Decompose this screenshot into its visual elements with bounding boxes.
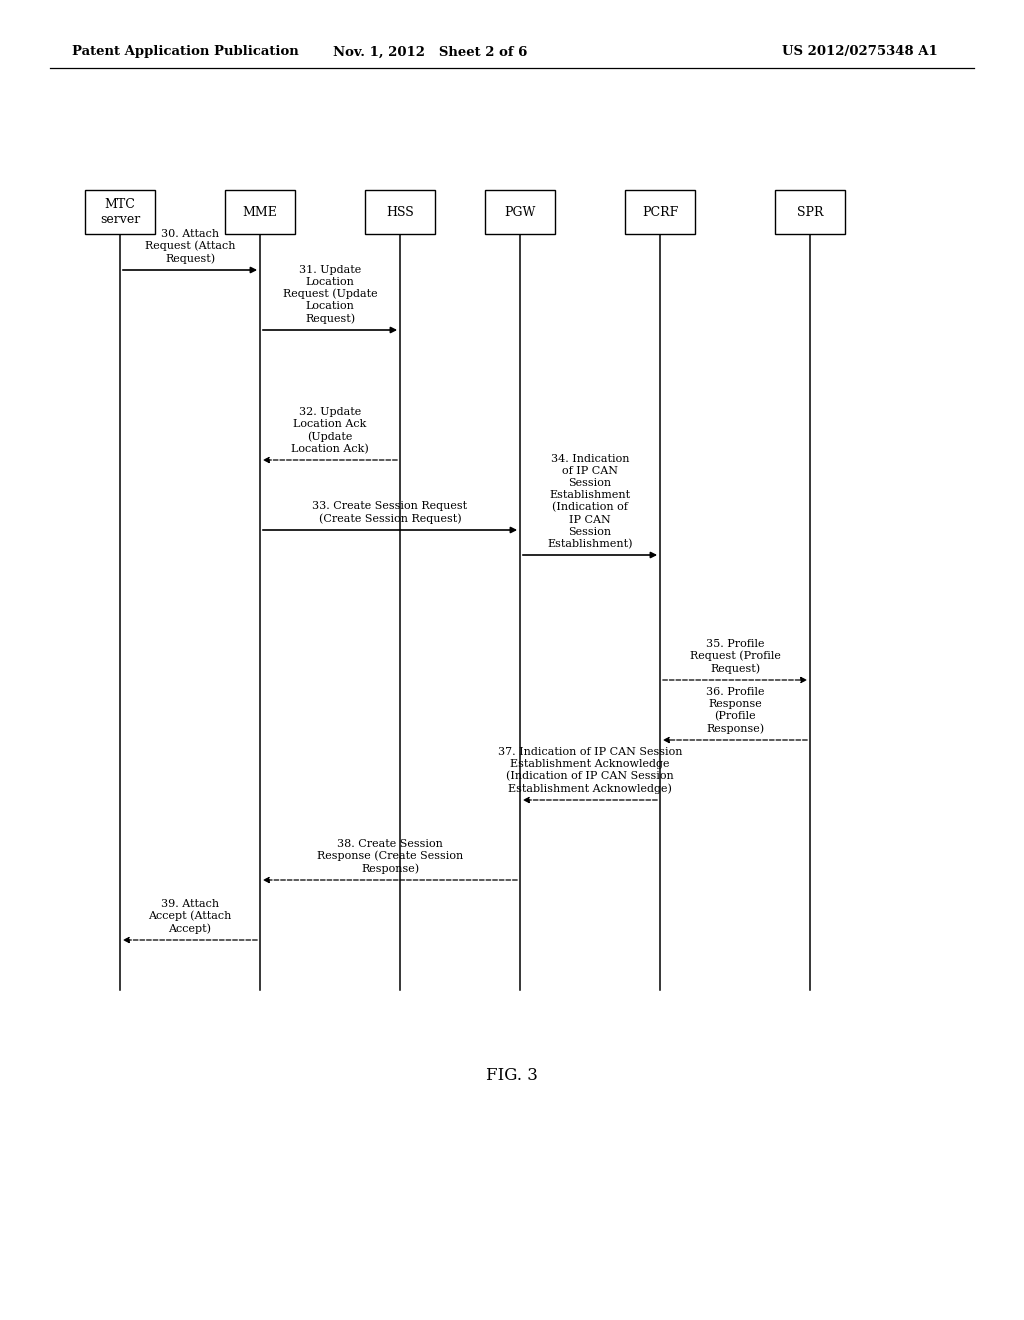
Bar bbox=[485, 190, 555, 234]
Text: MME: MME bbox=[243, 206, 278, 219]
Text: SPR: SPR bbox=[797, 206, 823, 219]
Bar bbox=[225, 190, 295, 234]
Text: 35. Profile
Request (Profile
Request): 35. Profile Request (Profile Request) bbox=[689, 639, 780, 675]
Text: 30. Attach
Request (Attach
Request): 30. Attach Request (Attach Request) bbox=[144, 228, 236, 264]
Text: 34. Indication
of IP CAN
Session
Establishment
(Indication of
IP CAN
Session
Est: 34. Indication of IP CAN Session Establi… bbox=[547, 454, 633, 549]
Text: MTC
server: MTC server bbox=[100, 198, 140, 226]
Text: 33. Create Session Request
(Create Session Request): 33. Create Session Request (Create Sessi… bbox=[312, 502, 468, 524]
Text: Patent Application Publication: Patent Application Publication bbox=[72, 45, 299, 58]
Text: Nov. 1, 2012   Sheet 2 of 6: Nov. 1, 2012 Sheet 2 of 6 bbox=[333, 45, 527, 58]
Text: PGW: PGW bbox=[504, 206, 536, 219]
Text: 32. Update
Location Ack
(Update
Location Ack): 32. Update Location Ack (Update Location… bbox=[291, 407, 369, 454]
Text: PCRF: PCRF bbox=[642, 206, 678, 219]
Text: 38. Create Session
Response (Create Session
Response): 38. Create Session Response (Create Sess… bbox=[316, 838, 463, 874]
Text: 39. Attach
Accept (Attach
Accept): 39. Attach Accept (Attach Accept) bbox=[148, 899, 231, 935]
Text: 37. Indication of IP CAN Session
Establishment Acknowledge
(Indication of IP CAN: 37. Indication of IP CAN Session Establi… bbox=[498, 747, 682, 795]
Bar bbox=[625, 190, 695, 234]
Text: 36. Profile
Response
(Profile
Response): 36. Profile Response (Profile Response) bbox=[706, 686, 764, 734]
Text: US 2012/0275348 A1: US 2012/0275348 A1 bbox=[782, 45, 938, 58]
Text: 31. Update
Location
Request (Update
Location
Request): 31. Update Location Request (Update Loca… bbox=[283, 264, 377, 323]
Bar bbox=[775, 190, 845, 234]
Bar bbox=[365, 190, 435, 234]
Bar bbox=[85, 190, 155, 234]
Text: HSS: HSS bbox=[386, 206, 414, 219]
Text: FIG. 3: FIG. 3 bbox=[486, 1067, 538, 1084]
